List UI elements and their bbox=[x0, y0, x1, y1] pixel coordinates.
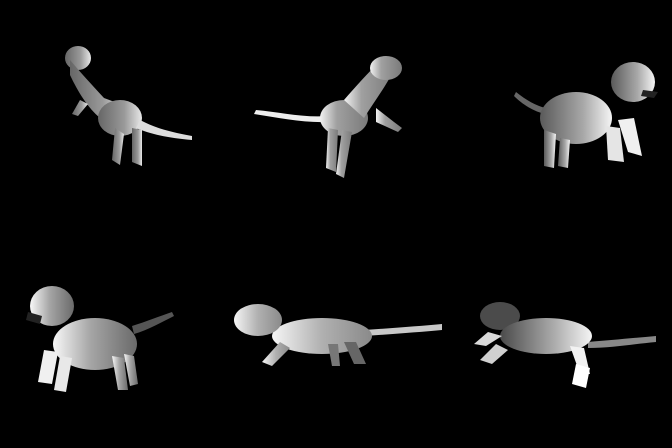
tiger-panel-5 bbox=[224, 224, 448, 448]
tiger-panel-2 bbox=[224, 0, 448, 224]
tiger-panel-4 bbox=[0, 224, 224, 448]
tiger-depth-silhouette-2 bbox=[254, 56, 402, 178]
tiger-depth-silhouette-4 bbox=[26, 286, 174, 392]
tiger-depth-silhouette-5 bbox=[234, 304, 442, 366]
tiger-depth-silhouette-3 bbox=[514, 62, 658, 168]
tiger-depth-silhouette-1 bbox=[65, 46, 192, 166]
tiger-depth-silhouette-6 bbox=[474, 302, 656, 388]
tiger-panel-6 bbox=[448, 224, 672, 448]
tiger-panel-1 bbox=[0, 0, 224, 224]
tiger-panel-3 bbox=[448, 0, 672, 224]
